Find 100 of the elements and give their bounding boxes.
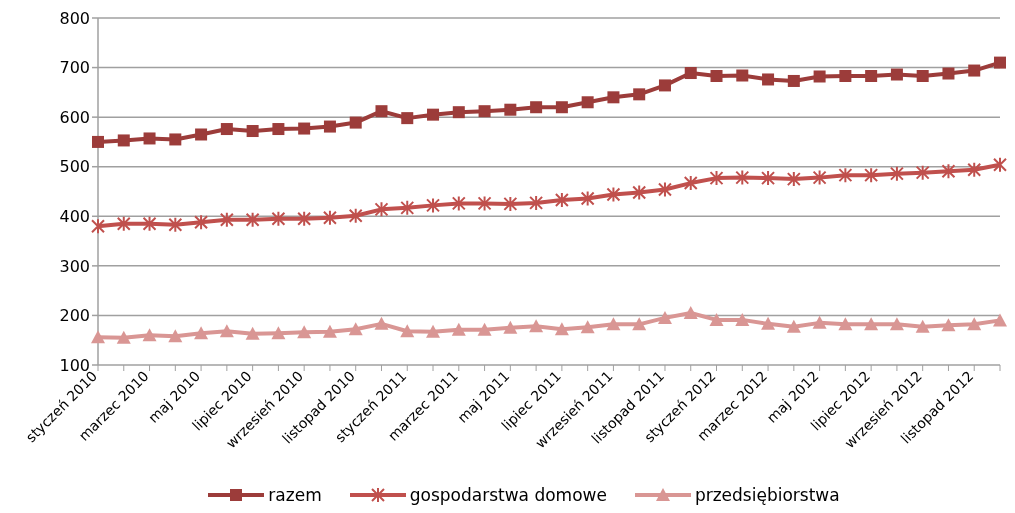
point [400,324,415,338]
point [606,317,621,331]
point [812,169,827,186]
point [633,88,646,101]
point [374,316,389,330]
point [503,320,518,334]
point [684,67,697,80]
point [968,64,981,77]
point [117,134,130,147]
point [323,120,336,133]
point [916,70,929,82]
point [632,184,647,201]
point [375,105,388,118]
point [194,326,209,340]
point [195,128,208,141]
point [683,305,698,319]
point [657,181,672,198]
point [220,123,233,136]
point [478,105,491,118]
point [606,186,621,203]
point [426,324,441,338]
y-tick-label: 500 [59,157,90,177]
point [271,326,286,340]
point [967,317,982,331]
point [554,191,569,208]
point [889,317,904,331]
point [529,319,544,333]
point [168,216,183,233]
point [503,195,518,212]
point [890,68,903,81]
y-tick-label: 600 [59,107,90,127]
point [451,322,466,336]
point [297,210,312,227]
point [787,74,800,87]
point [297,325,312,339]
point [632,317,647,331]
point [994,56,1006,69]
point [427,108,440,121]
point [993,156,1007,173]
point [838,167,853,184]
point [839,70,852,82]
point [271,210,286,227]
point [865,70,878,82]
point [762,73,775,86]
legend-label: gospodarstwa domowe [409,485,607,505]
point [401,112,414,125]
point [889,165,904,182]
point [452,106,465,119]
point [194,214,209,231]
point [477,195,492,212]
legend-label: razem [268,485,322,505]
point [116,330,131,344]
y-tick-label: 300 [59,256,90,276]
point [813,70,826,83]
point [116,215,131,232]
point [400,199,415,216]
point [736,69,749,82]
point [993,313,1007,327]
point [348,322,363,336]
point [477,322,492,336]
point [529,194,544,211]
point [710,70,723,82]
point [941,318,956,332]
point [838,317,853,331]
point [504,103,517,116]
point [555,101,568,114]
point [941,163,956,180]
point [709,312,724,326]
point [246,125,259,138]
point [683,175,698,192]
point [554,322,569,336]
point [657,310,672,324]
y-tick-label: 700 [59,58,90,78]
point [91,330,105,344]
point [761,170,776,187]
point [348,207,363,224]
point [580,320,595,334]
point [272,123,285,136]
point [607,91,620,104]
point [915,164,930,181]
point [864,167,879,184]
point [530,101,543,114]
point [219,211,234,228]
point [245,326,260,340]
point [581,96,594,109]
point [142,215,157,232]
point [864,317,879,331]
point [942,67,955,80]
point [709,170,724,187]
point [91,218,105,235]
point [761,316,776,330]
point [786,171,801,188]
point [915,319,930,333]
point [349,116,362,129]
point [322,324,337,338]
point [786,319,801,333]
point [219,324,234,338]
point [168,329,183,343]
point [245,211,260,228]
point [169,133,182,146]
